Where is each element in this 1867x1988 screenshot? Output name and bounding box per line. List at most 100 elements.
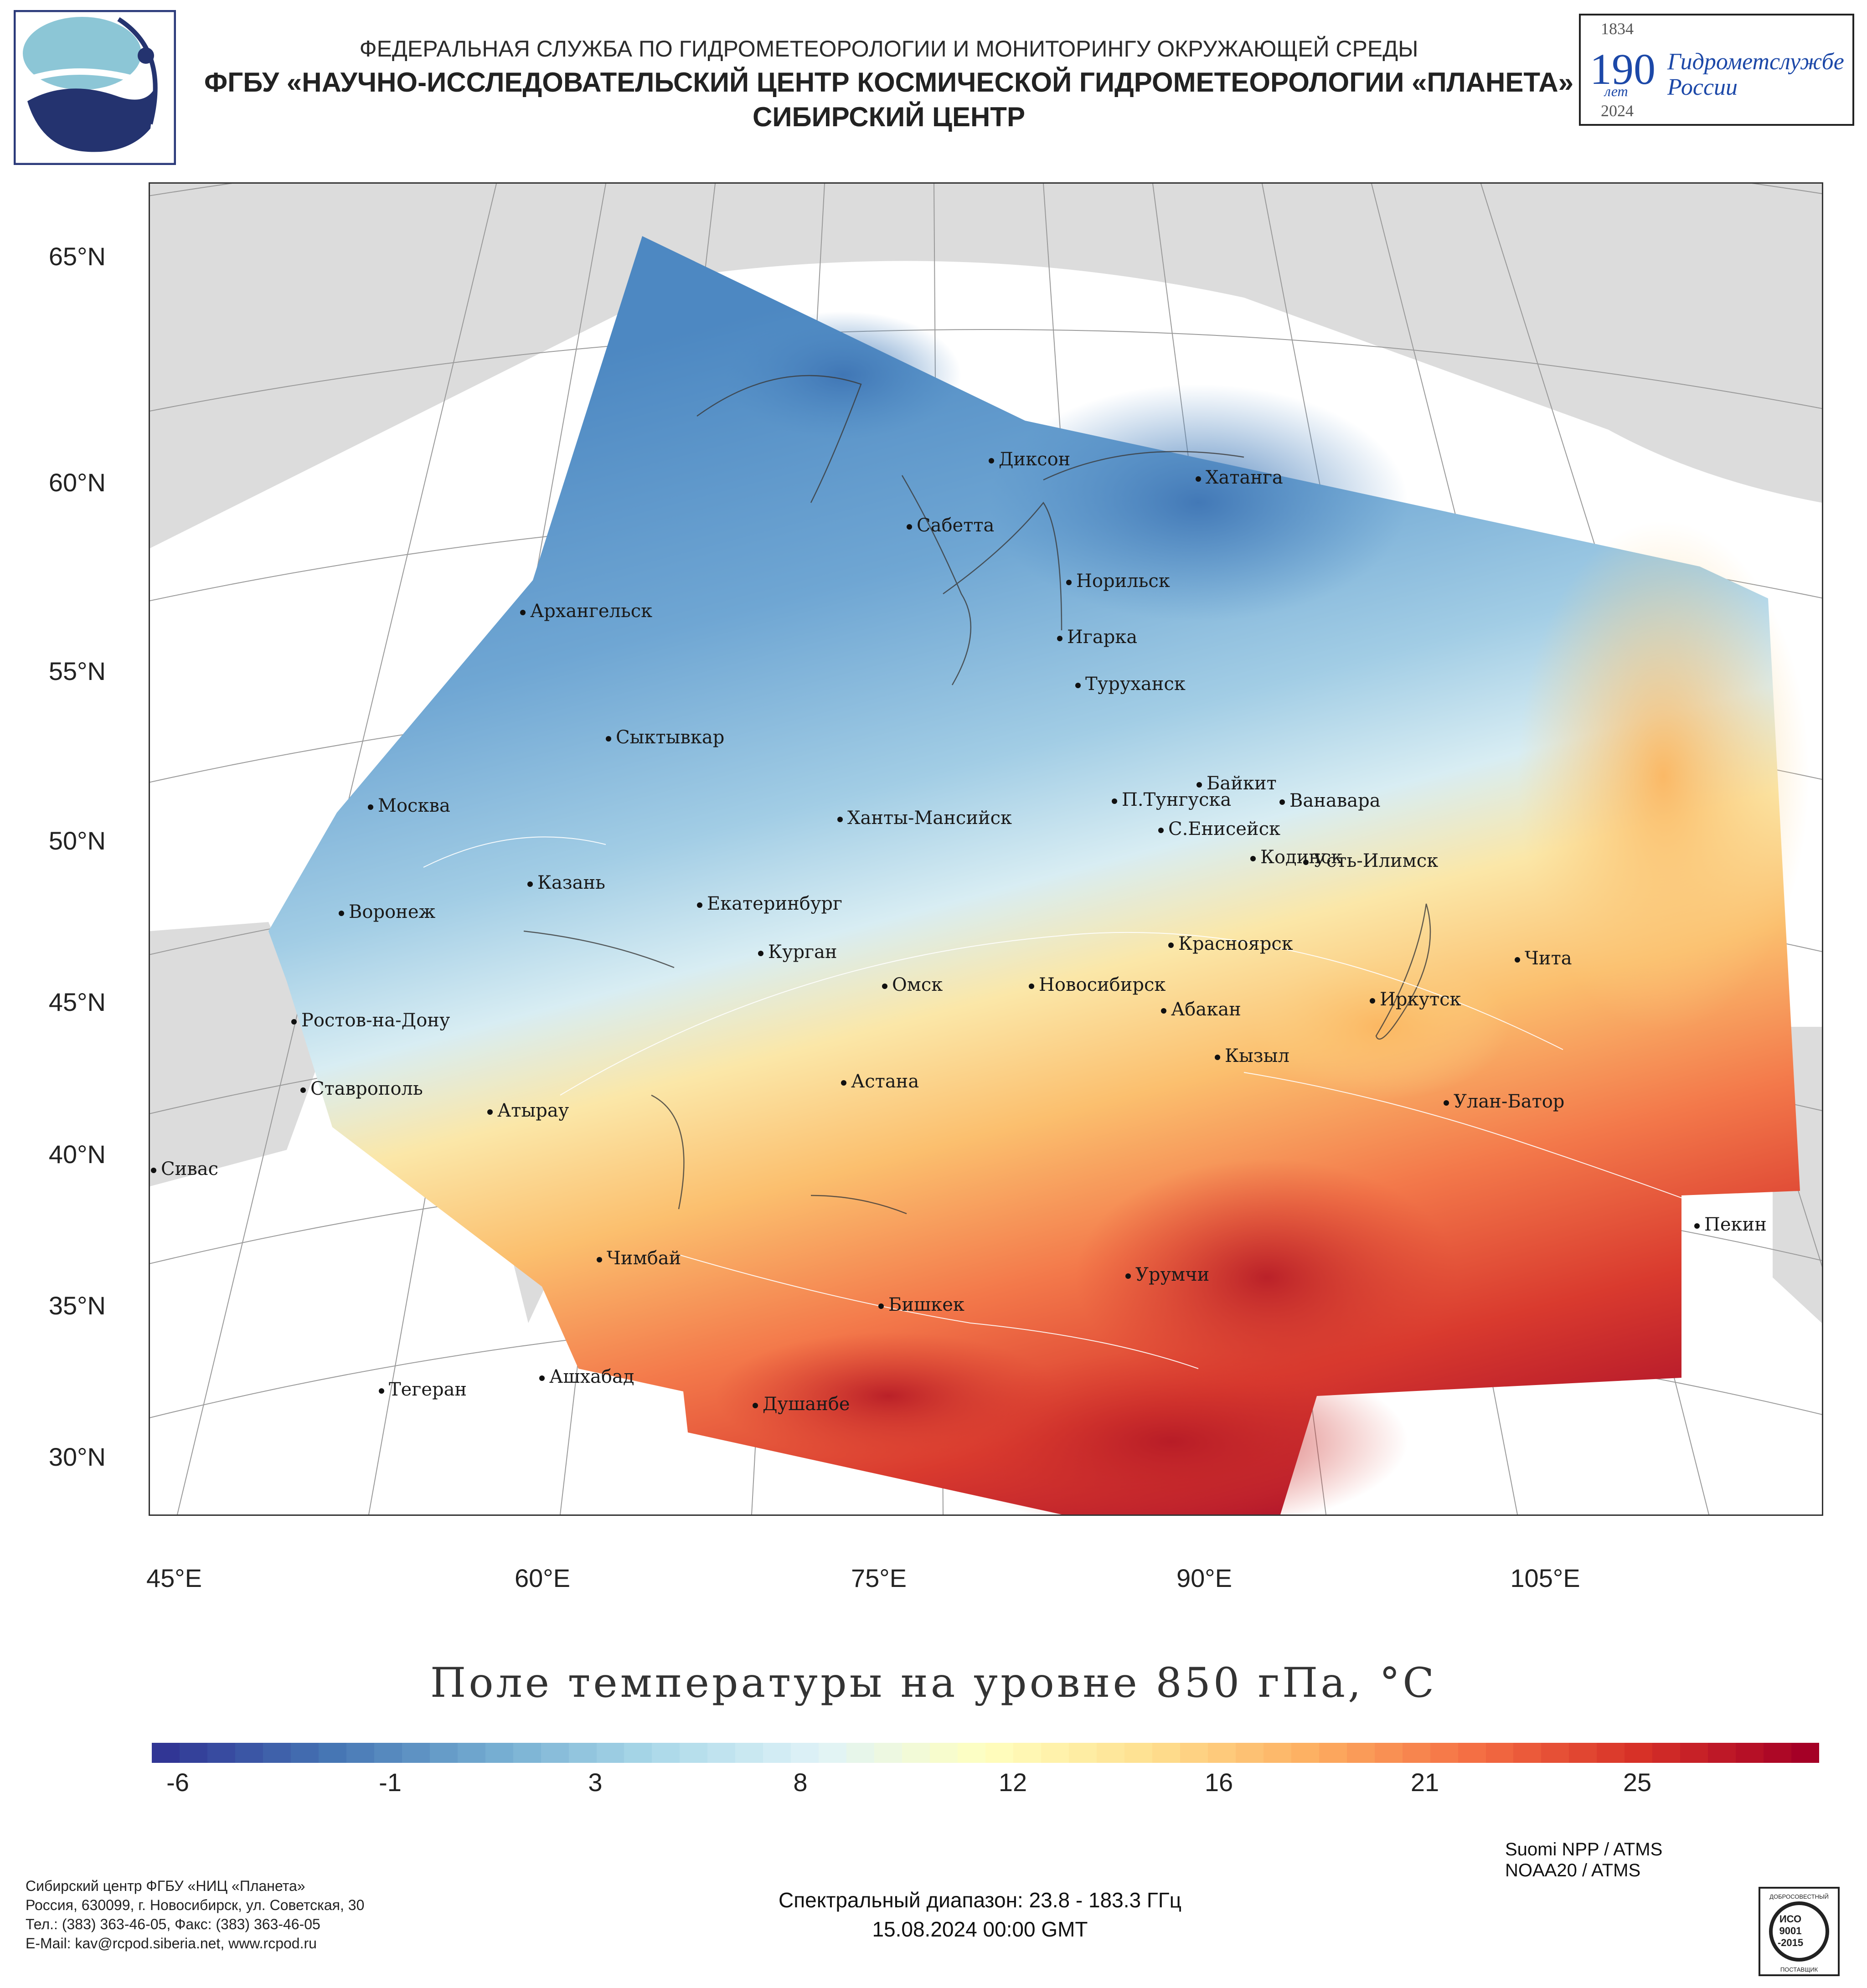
colorbar-step [1346,1743,1375,1763]
city-moscow: Москва [368,795,450,816]
city-label: Омск [892,974,943,995]
city-label: Сыктывкар [616,727,725,748]
anniversary-years-word: лет [1604,83,1628,99]
colorbar-tick: 16 [1204,1768,1233,1797]
city-label: Абакан [1171,999,1241,1020]
city-dot [527,881,533,887]
city-label: Улан-Батор [1454,1091,1565,1112]
city-chimbay: Чимбай [597,1248,681,1269]
city-dot [1057,636,1062,641]
city-syktyvkar: Сыктывкар [606,727,724,748]
city-sivas: Сивас [151,1159,218,1179]
colorbar-step [735,1743,763,1763]
colorbar-step [1708,1743,1736,1763]
lat-label-60: 60°N [48,468,106,497]
city-dot [1029,984,1034,989]
city-khatanga: Хатанга [1196,467,1283,488]
city-khanty-mansiysk: Ханты-Мансийск [837,808,1012,829]
lon-label-105: 105°E [1510,1564,1580,1592]
colorbar-step [152,1743,180,1763]
temperature-swath [268,236,1809,1514]
lat-label-55: 55°N [48,657,106,685]
colorbar-step [1152,1743,1180,1763]
colorbar-step [846,1743,875,1763]
footer-spectral-range: Спектральный диапазон: 23.8 - 183.3 ГГц [778,1888,1182,1912]
city-dot [597,1257,602,1262]
city-dot [1125,1273,1131,1279]
city-label: Сивас [161,1159,219,1179]
city-dot [539,1375,545,1381]
colorbar-step [485,1743,513,1763]
iso-label: ИСО [1779,1913,1801,1925]
city-dot [882,984,887,989]
header-center: СИБИРСКИЙ ЦЕНТР [753,102,1025,132]
city-novosibirsk: Новосибирск [1029,974,1166,995]
city-ust-ilimsk: Усть-Илимск [1303,850,1438,871]
colorbar-step [457,1743,485,1763]
city-label: Сабетта [917,515,995,536]
city-beijing: Пекин [1694,1214,1767,1235]
colorbar-tick: 12 [998,1768,1027,1797]
colorbar-step [1402,1743,1430,1763]
city-label: Байкит [1207,773,1277,794]
colorbar-step [1207,1743,1236,1763]
lat-label-65: 65°N [48,242,106,271]
iso-top-text: ДОБРОСОВЕСТНЫЙ [1769,1893,1829,1900]
colorbar-step [1791,1743,1820,1763]
anniversary-org-line1: Гидрометслужбе [1667,49,1844,75]
anniversary-year-start: 1834 [1601,20,1634,38]
footer-phone: Тел.: (383) 363-46-05, Факс: (383) 363-4… [26,1916,320,1932]
city-dikson: Диксон [989,449,1070,470]
colorbar-step [1263,1743,1291,1763]
colorbar-step [1235,1743,1264,1763]
footer-satellite-1: Suomi NPP / ATMS [1505,1839,1663,1859]
city-dushanbe: Душанбе [753,1394,850,1415]
colorbar-step [874,1743,903,1763]
lon-label-60: 60°E [514,1564,571,1592]
city-norilsk: Норильск [1066,571,1170,592]
colorbar-step [1764,1743,1792,1763]
city-label: Атырау [497,1100,569,1121]
city-dot [697,902,702,908]
colorbar-step [819,1743,847,1763]
city-label: Урумчи [1135,1264,1210,1285]
colorbar-step [374,1743,402,1763]
city-sabetta: Сабетта [907,515,994,536]
city-dot [841,1080,846,1086]
colorbar-step [541,1743,569,1763]
city-dot [1250,856,1256,861]
lat-label-40: 40°N [48,1140,106,1169]
city-rostov-na-donu: Ростов-на-Дону [291,1010,450,1031]
city-s-eniseysk: С.Енисейск [1158,819,1280,839]
colorbar-step [263,1743,291,1763]
city-igarka: Игарка [1057,627,1137,648]
colorbar-step [1096,1743,1124,1763]
city-label: Красноярск [1178,933,1293,954]
iso-year: -2015 [1778,1937,1803,1948]
colorbar-step [1180,1743,1208,1763]
colorbar-step [1068,1743,1097,1763]
colorbar-step [1291,1743,1319,1763]
footer-org-name: Сибирский центр ФГБУ «НИЦ «Планета» [26,1878,305,1894]
city-label: Ашхабад [549,1366,634,1387]
city-dot [368,804,373,810]
colorbar-step [513,1743,541,1763]
city-voronezh: Воронеж [339,901,435,922]
city-dot [837,817,843,822]
colorbar-tick: -6 [166,1768,189,1797]
city-label: Кызыл [1225,1046,1289,1066]
city-dot [1215,1055,1220,1060]
city-kodinsk: Кодинск [1250,847,1342,868]
city-label: Игарка [1067,627,1138,648]
city-kyzyl: Кызыл [1215,1046,1289,1066]
city-dot [339,911,344,916]
city-dot [1112,798,1117,804]
city-omsk: Омск [882,974,943,995]
city-dot [300,1087,306,1093]
city-dot [1158,828,1164,833]
city-dot [1197,782,1202,788]
city-label: П.Тунгуска [1122,789,1232,810]
city-label: Норильск [1076,571,1170,592]
city-stavropol: Ставрополь [300,1078,423,1099]
city-bishkek: Бишкек [878,1294,964,1315]
